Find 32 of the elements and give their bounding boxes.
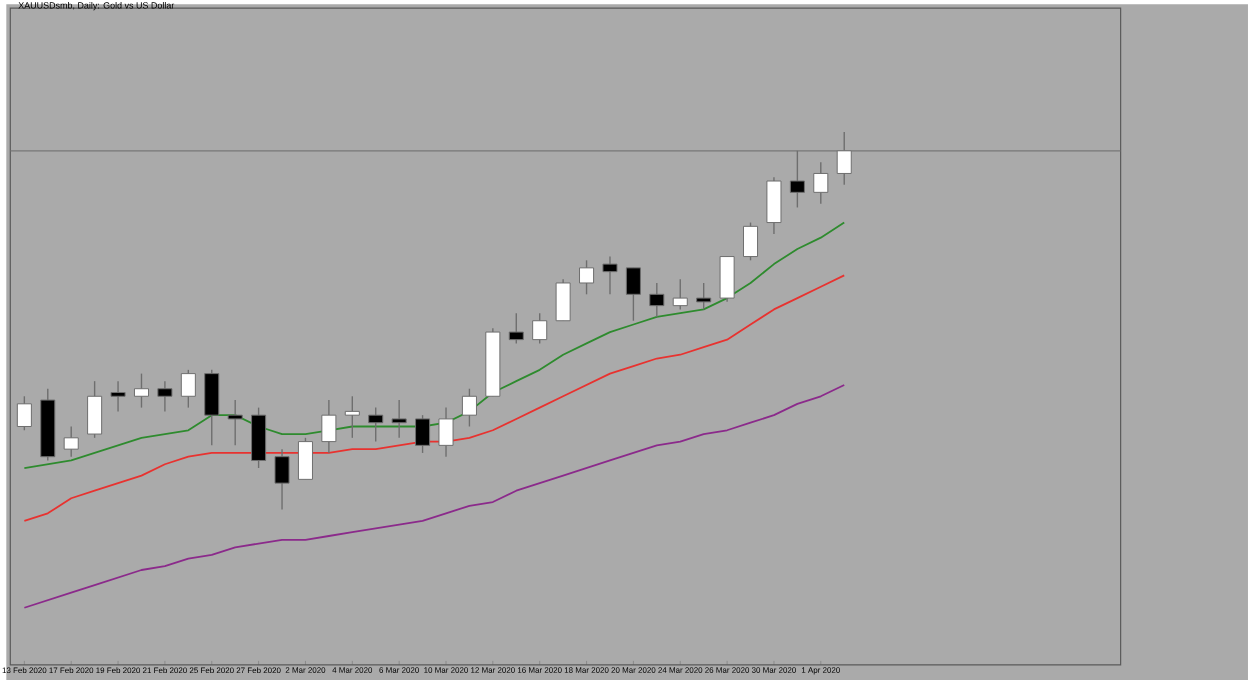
candlestick <box>251 406 267 469</box>
candlestick <box>87 380 103 439</box>
candlestick <box>555 278 571 322</box>
candlestick <box>133 372 150 408</box>
candlestick <box>16 395 32 431</box>
candlestick <box>204 368 220 446</box>
candlestick <box>297 436 313 480</box>
candlestick <box>508 312 524 344</box>
candlestick <box>743 221 759 261</box>
candlestick <box>649 281 665 318</box>
candlestick <box>579 259 595 295</box>
candlestick <box>63 425 79 458</box>
candlestick <box>719 255 735 303</box>
candlestick <box>625 266 641 322</box>
candlestick <box>321 398 337 454</box>
candlestick <box>227 398 243 446</box>
candlestick <box>532 312 548 344</box>
candlestick <box>672 278 688 310</box>
candlestick <box>344 395 360 439</box>
candlestick <box>415 414 431 454</box>
candlestick <box>110 380 126 412</box>
candlestick <box>461 387 477 427</box>
candlestick <box>391 398 407 439</box>
candlestick <box>438 406 454 458</box>
candlestick <box>157 380 173 412</box>
candlestick <box>368 406 384 442</box>
candlestick <box>274 448 290 510</box>
candlestick <box>813 161 829 204</box>
candlestick <box>180 368 196 408</box>
candlestick <box>602 255 618 295</box>
candlestick <box>696 281 712 310</box>
candlestick <box>766 176 782 235</box>
